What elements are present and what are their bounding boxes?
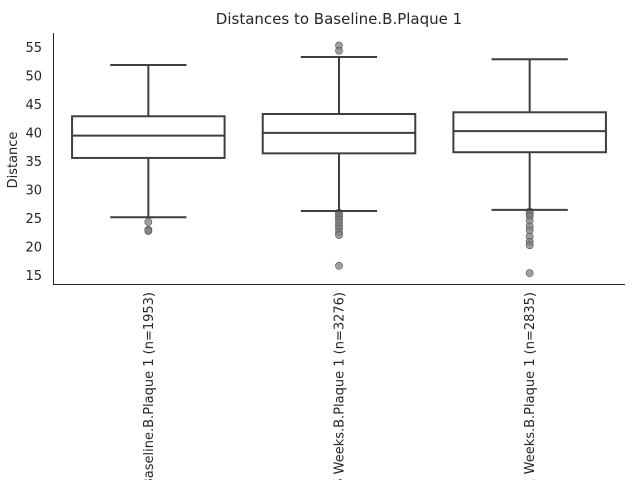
box-group (71, 63, 226, 235)
x-tick-label: 12 Weeks.B.Plaque 1 (n=2835) (523, 292, 538, 480)
y-tick-label: 50 (25, 69, 42, 84)
box-group (452, 58, 607, 278)
box-group (261, 41, 417, 270)
y-tick-labels: 15 20 25 30 35 40 45 50 55 (25, 41, 42, 284)
y-tick-label: 20 (25, 240, 42, 255)
boxes-group (71, 41, 607, 278)
outlier-point (335, 46, 343, 55)
x-tick-labels: Baseline.B.Plaque 1 (n=1953) 6 Weeks.B.Pl… (142, 292, 538, 480)
y-tick-label: 30 (25, 183, 42, 198)
y-tick-label: 15 (25, 269, 42, 284)
outlier-point (144, 217, 153, 226)
outlier-point (335, 231, 343, 239)
outlier-point (144, 227, 153, 235)
outlier-point (525, 241, 534, 250)
y-axis-label: Distance (6, 132, 21, 189)
y-tick-label: 25 (25, 212, 42, 227)
outlier-point (335, 261, 343, 270)
y-tick-label: 45 (25, 98, 42, 113)
iqr-box (71, 115, 226, 159)
outlier-point (525, 269, 534, 278)
y-tick-label: 55 (25, 41, 42, 56)
chart-title: Distances to Baseline.B.Plaque 1 (216, 10, 462, 28)
y-tick-label: 35 (25, 155, 42, 170)
iqr-box (452, 111, 607, 154)
x-tick-label: 6 Weeks.B.Plaque 1 (n=3276) (333, 292, 348, 480)
x-tick-label: Baseline.B.Plaque 1 (n=1953) (142, 292, 157, 480)
y-tick-label: 40 (25, 126, 42, 141)
